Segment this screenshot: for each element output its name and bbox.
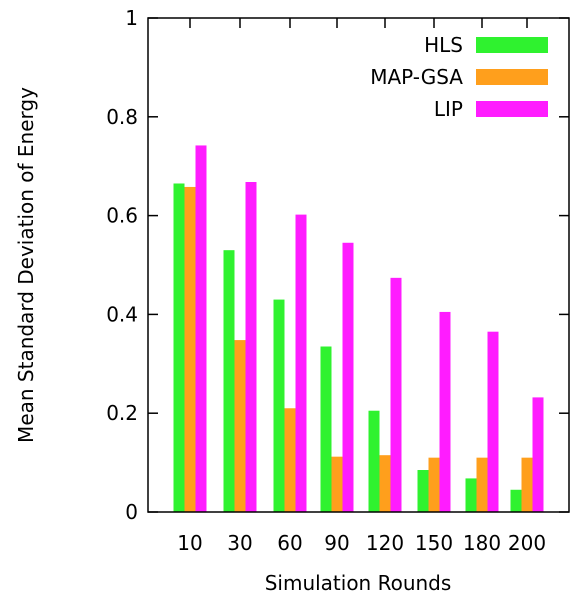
bar-lip xyxy=(487,331,499,512)
y-tick-label: 0.4 xyxy=(106,302,138,326)
bar-map-gsa xyxy=(184,186,196,512)
bar-hls xyxy=(320,346,332,512)
y-tick-label: 0 xyxy=(125,500,138,524)
bar-map-gsa xyxy=(284,408,296,512)
bar-hls xyxy=(510,489,522,512)
y-axis-label: Mean Standard Deviation of Energy xyxy=(14,87,38,443)
legend-label: HLS xyxy=(424,33,463,57)
bar-hls xyxy=(223,250,235,512)
bar-hls xyxy=(417,470,429,512)
bar-lip xyxy=(245,182,257,512)
legend-swatch xyxy=(476,37,548,53)
bar-lip xyxy=(439,311,451,512)
bar-hls xyxy=(173,183,185,513)
x-tick-label: 10 xyxy=(177,531,202,555)
bar-lip xyxy=(390,277,402,512)
y-tick-label: 1 xyxy=(125,6,138,30)
legend: HLS MAP-GSA LIP xyxy=(370,33,548,121)
plot-frame xyxy=(147,17,570,513)
x-tick-label: 60 xyxy=(277,531,302,555)
bar-hls xyxy=(273,299,285,512)
x-tick-label: 30 xyxy=(227,531,252,555)
x-axis-label: Simulation Rounds xyxy=(265,571,452,595)
y-tick-label: 0.8 xyxy=(106,105,138,129)
bar-map-gsa xyxy=(331,456,343,512)
bar-lip xyxy=(342,242,354,512)
bar-map-gsa xyxy=(428,457,440,512)
legend-swatch xyxy=(476,101,548,117)
y-tick-label: 0.6 xyxy=(106,204,138,228)
legend-label: LIP xyxy=(434,97,463,121)
x-tick-label: 180 xyxy=(463,531,501,555)
y-tick-label: 0.2 xyxy=(106,401,138,425)
bar-hls xyxy=(368,410,380,512)
bar-map-gsa xyxy=(234,340,246,512)
x-tick-label: 150 xyxy=(415,531,453,555)
bar-lip xyxy=(195,145,207,512)
legend-swatch xyxy=(476,69,548,85)
bar-lip xyxy=(532,397,544,512)
bar-map-gsa xyxy=(476,457,488,512)
bar-map-gsa xyxy=(379,455,391,512)
bar-lip xyxy=(295,214,307,512)
x-tick-label: 120 xyxy=(366,531,404,555)
x-tick-label: 200 xyxy=(508,531,546,555)
bar-map-gsa xyxy=(521,457,533,512)
legend-label: MAP-GSA xyxy=(370,65,463,89)
bar-hls xyxy=(465,478,477,512)
x-tick-label: 90 xyxy=(324,531,349,555)
